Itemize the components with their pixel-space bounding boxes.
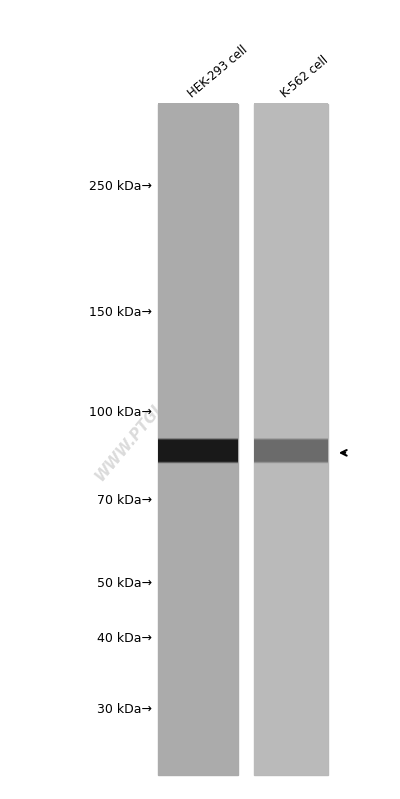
- Text: 250 kDa→: 250 kDa→: [89, 181, 152, 193]
- Text: HEK-293 cell: HEK-293 cell: [186, 43, 250, 100]
- Text: 40 kDa→: 40 kDa→: [97, 632, 152, 646]
- Text: K-562 cell: K-562 cell: [279, 53, 331, 100]
- Text: 50 kDa→: 50 kDa→: [97, 577, 152, 590]
- Text: 100 kDa→: 100 kDa→: [89, 406, 152, 419]
- Text: 30 kDa→: 30 kDa→: [97, 703, 152, 716]
- Bar: [158, 104, 238, 775]
- Text: 150 kDa→: 150 kDa→: [89, 306, 152, 320]
- Bar: [254, 104, 328, 775]
- Text: WWW.PTGLAB.COM: WWW.PTGLAB.COM: [92, 347, 212, 484]
- Text: 70 kDa→: 70 kDa→: [97, 495, 152, 507]
